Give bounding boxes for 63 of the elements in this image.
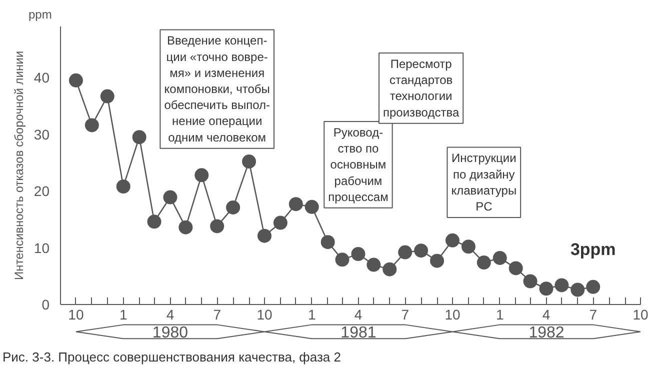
point [461, 240, 476, 254]
point [382, 262, 397, 276]
text: Рис. 3-3. Процесс совершенствования качества, фаза 2 [2, 350, 341, 364]
x-tick-label: 4 [354, 306, 362, 322]
x-tick-label: 1 [308, 306, 316, 322]
annotation: Инструкции по дизайну клавиатуры PC [451, 151, 517, 214]
point [68, 73, 83, 88]
x-tick-label: 7 [589, 306, 598, 322]
text: 1981 [340, 324, 376, 342]
point [492, 250, 507, 265]
y-tick-label: 40 [34, 70, 50, 86]
text: ppm [28, 8, 52, 22]
point [476, 256, 491, 270]
point [147, 214, 162, 229]
point [570, 282, 585, 297]
x-tick-label: 7 [401, 306, 410, 322]
point [210, 219, 224, 234]
y-tick-label: 0 [42, 296, 50, 312]
x-tick-label: 1 [496, 306, 504, 322]
point [335, 252, 350, 267]
y-tick-label: 20 [34, 183, 50, 200]
point [194, 168, 209, 182]
point [163, 190, 178, 204]
point [257, 228, 272, 243]
x-tick-label: 10 [632, 306, 648, 322]
point [116, 180, 130, 194]
point [523, 274, 538, 288]
point [226, 200, 240, 214]
point [366, 258, 381, 272]
y-tick-label: 10 [34, 240, 50, 256]
x-tick-label: 10 [256, 306, 272, 322]
text: 1980 [152, 324, 188, 342]
text: 1982 [528, 324, 564, 342]
x-tick-label: 4 [542, 306, 550, 322]
point [178, 220, 193, 234]
point [100, 89, 114, 104]
point [414, 244, 428, 258]
point [445, 233, 460, 248]
x-tick-label: 4 [166, 306, 174, 322]
point [242, 154, 256, 169]
x-tick-label: 7 [213, 306, 222, 322]
annotation: Введение концеп- ции «точно вовре- мя» и изменения компоновки, чтобы обеспечить выпол- нение операции одним человеком [164, 34, 270, 144]
annotation: Пересмотр стандартов технологии производства [383, 57, 460, 120]
y-axis-title: Интенсивность отказов сборочной линии [12, 50, 26, 280]
annotation: Руковод- ство по основным рабочим процессам [328, 125, 388, 204]
x-tick-label: 10 [68, 306, 84, 322]
point [539, 282, 554, 296]
point [320, 235, 335, 250]
x-tick-label: 1 [119, 306, 128, 322]
point [132, 130, 146, 144]
point [288, 197, 303, 212]
y-tick-label: 30 [34, 126, 50, 142]
point [84, 118, 99, 132]
annotation: 3ppm [570, 240, 616, 259]
point [430, 254, 444, 268]
point [351, 247, 366, 261]
point [398, 245, 412, 260]
point [554, 278, 569, 292]
x-tick-label: 10 [444, 306, 460, 322]
point [586, 280, 600, 294]
point [273, 216, 288, 230]
point [508, 261, 523, 276]
point [304, 200, 319, 214]
